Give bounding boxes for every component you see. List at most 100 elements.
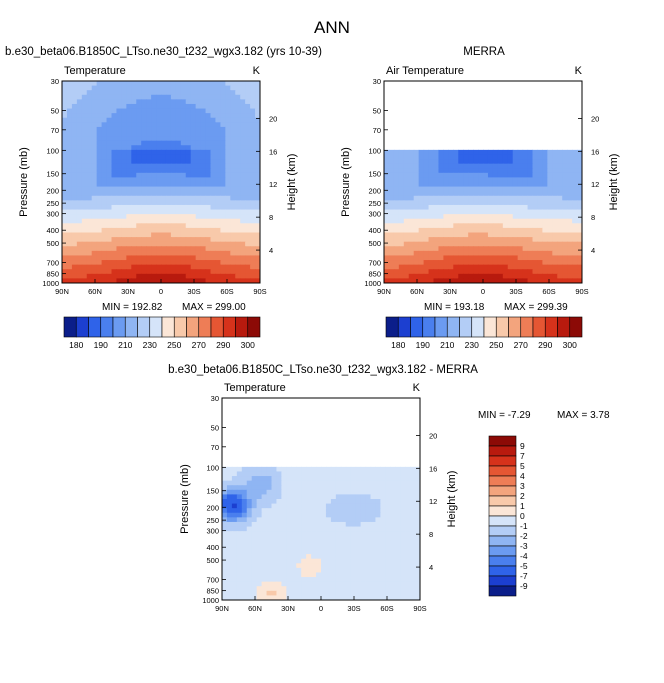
field-obs-cell — [438, 122, 444, 128]
field-obs-cell — [483, 200, 489, 206]
field-obs-cell — [487, 237, 494, 243]
field-obs-cell — [557, 131, 563, 137]
field-diff-cell — [360, 466, 367, 473]
field-obs-cell — [418, 145, 425, 151]
field-model-cell — [66, 85, 73, 91]
field-obs-cell — [468, 209, 474, 215]
field-obs-cell — [572, 163, 578, 169]
field-model-cell — [71, 131, 78, 137]
field-obs-cell — [552, 200, 558, 206]
field-model-cell — [215, 149, 221, 156]
field-model-cell — [116, 136, 122, 142]
field-obs-cell — [384, 90, 390, 96]
field-obs-cell — [542, 99, 548, 105]
field-obs-cell — [527, 186, 534, 192]
field-model-cell — [71, 223, 78, 229]
field-diff-cell — [316, 416, 322, 422]
field-model-cell — [86, 200, 93, 206]
field-obs-cell — [547, 131, 553, 137]
field-model-cell — [86, 108, 93, 114]
field-model-cell — [205, 145, 212, 151]
field-diff-cell — [281, 453, 287, 459]
panel-obs-subtitle-left: Air Temperature — [386, 65, 464, 77]
field-diff-cell — [226, 457, 233, 463]
field-obs-cell — [468, 246, 474, 252]
field-model-cell — [220, 264, 226, 270]
field-obs-cell — [492, 126, 499, 133]
field-model-cell — [180, 140, 187, 146]
field-obs-cell — [413, 223, 420, 229]
field-diff-cell — [395, 480, 401, 486]
field-model-cell — [111, 182, 118, 188]
field-model-cell — [175, 163, 182, 169]
field-diff-cell — [241, 508, 248, 514]
field-diff-cell — [261, 531, 268, 537]
field-diff-cell — [330, 443, 337, 450]
field-obs-cell — [393, 145, 400, 151]
field-model-cell — [151, 122, 157, 128]
field-diff-cell — [246, 439, 253, 445]
field-model-cell — [175, 260, 182, 266]
field-obs-cell — [502, 218, 509, 224]
field-model-cell — [86, 241, 93, 247]
field-obs-cell — [438, 149, 444, 156]
field-diff-cell — [370, 420, 377, 427]
field-diff-cell — [316, 448, 322, 454]
field-obs-cell — [547, 108, 553, 114]
field-obs-cell — [433, 90, 440, 96]
field-model-cell — [116, 278, 122, 283]
field-model-cell — [116, 113, 122, 119]
field-model-cell — [165, 246, 172, 252]
field-model-cell — [71, 90, 78, 96]
field-model-cell — [71, 269, 78, 275]
field-obs-cell — [572, 103, 578, 110]
field-obs-cell — [577, 200, 582, 206]
field-diff-cell — [355, 448, 362, 454]
field-diff-cell — [415, 425, 420, 431]
field-diff-cell — [365, 434, 372, 440]
field-model-cell — [62, 172, 68, 179]
field-diff-cell — [365, 453, 372, 459]
field-model-cell — [250, 182, 256, 188]
field-obs-cell — [537, 195, 543, 201]
field-model-cell — [91, 246, 98, 252]
field-model-cell — [190, 136, 197, 142]
field-obs-cell — [428, 209, 435, 215]
field-obs-cell — [527, 99, 534, 105]
field-obs-cell — [552, 278, 558, 283]
field-model-cell — [86, 81, 93, 87]
field-diff-cell — [276, 526, 282, 532]
field-model-cell — [141, 177, 147, 183]
field-obs-cell — [532, 131, 539, 137]
field-diff-cell — [266, 457, 273, 463]
field-model-cell — [245, 172, 251, 179]
field-obs-cell — [517, 149, 524, 156]
field-obs-cell — [438, 260, 444, 266]
field-diff-cell — [400, 485, 406, 491]
field-obs-cell — [567, 264, 573, 270]
field-obs-cell — [478, 90, 484, 96]
field-model-cell — [71, 99, 78, 105]
field-model-cell — [175, 269, 182, 275]
field-model-cell — [235, 163, 241, 169]
field-diff-cell — [286, 476, 292, 482]
field-model-cell — [96, 168, 103, 174]
field-obs-cell — [577, 269, 582, 275]
field-obs-cell — [398, 85, 405, 91]
field-diff-cell — [350, 425, 357, 431]
field-obs-cell — [443, 108, 449, 114]
field-diff-cell — [380, 526, 386, 532]
field-model-cell — [255, 85, 260, 91]
field-obs-cell — [572, 90, 578, 96]
field-obs-cell — [393, 241, 400, 247]
field-obs-cell — [384, 255, 390, 261]
field-diff-cell — [400, 443, 406, 450]
field-diff-cell — [330, 430, 337, 436]
field-diff-cell — [415, 535, 420, 541]
field-obs-cell — [497, 273, 504, 280]
field-model-cell — [66, 209, 73, 215]
height-tick-label: 16 — [269, 147, 277, 156]
field-model-cell — [131, 269, 137, 275]
field-obs-cell — [448, 108, 454, 114]
field-obs-cell — [517, 113, 524, 119]
